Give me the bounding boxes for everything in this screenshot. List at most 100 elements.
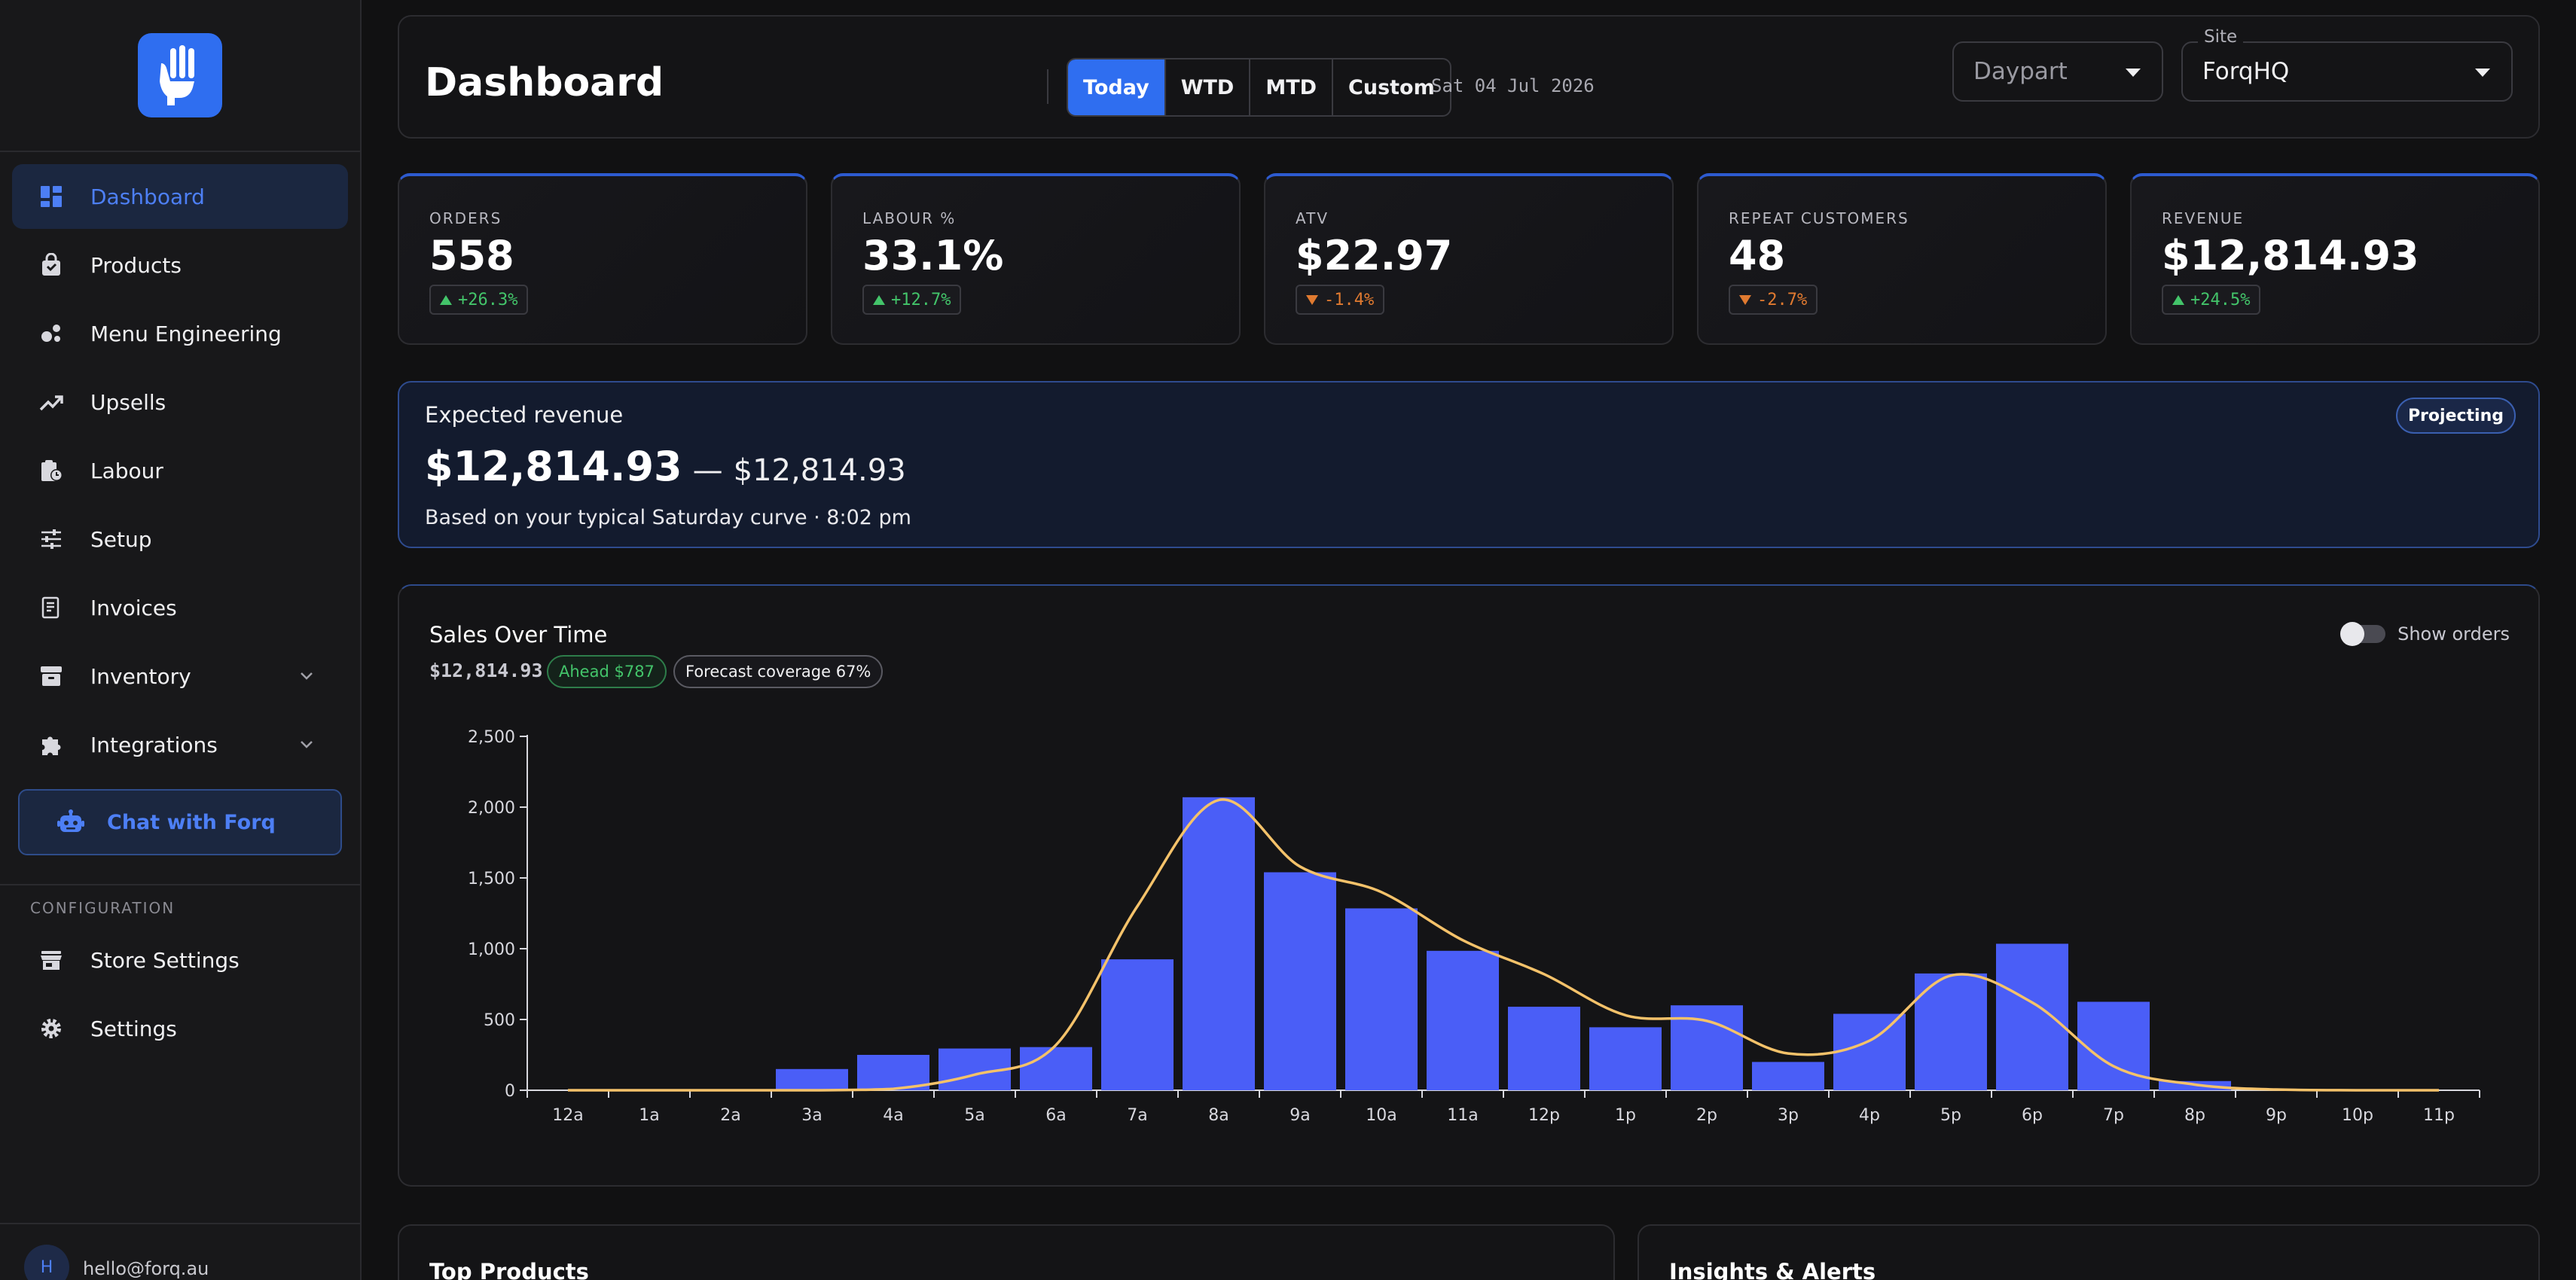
kpi-card-labour: LABOUR % 33.1% +12.7% — [831, 173, 1241, 345]
kpi-card-atv: ATV $22.97 -1.4% — [1264, 173, 1674, 345]
user-email: hello@forq.au — [83, 1258, 209, 1279]
range-custom-button[interactable]: Custom — [1348, 75, 1435, 99]
x-tick-label: 4a — [883, 1106, 903, 1125]
sidebar-item-upsells[interactable]: Upsells — [12, 370, 348, 434]
show-orders-toggle[interactable]: Show orders — [2340, 622, 2510, 646]
sidebar-item-label: Labour — [90, 458, 163, 483]
kpi-change-value: -1.4% — [1324, 290, 1375, 309]
store-icon — [38, 946, 65, 974]
sidebar-item-label: Store Settings — [90, 947, 240, 973]
user-footer[interactable]: H hello@forq.au — [0, 1223, 360, 1280]
page-title: Dashboard — [425, 60, 664, 105]
x-tick-label: 10p — [2342, 1106, 2373, 1125]
kpi-label: ORDERS — [429, 209, 502, 227]
x-tick-label: 12p — [1528, 1106, 1560, 1125]
x-tick-label: 12a — [552, 1106, 583, 1125]
x-tick-label: 11a — [1447, 1106, 1478, 1125]
archive-icon — [38, 663, 65, 690]
kpi-value: $12,814.93 — [2162, 232, 2419, 279]
kpi-change-value: +26.3% — [458, 290, 518, 309]
bar-3a — [776, 1068, 848, 1090]
sidebar-item-label: Dashboard — [90, 184, 205, 209]
sidebar-item-inventory[interactable]: Inventory — [12, 644, 348, 709]
x-tick-label: 1p — [1615, 1106, 1636, 1125]
bar-1p — [1589, 1027, 1662, 1090]
kpi-card-orders: ORDERS 558 +26.3% — [398, 173, 807, 345]
main-nav: Dashboard Products Menu Engineering Upse… — [0, 152, 360, 777]
projecting-badge: Projecting — [2395, 398, 2516, 434]
y-tick-label: 1,000 — [468, 940, 515, 959]
kpi-label: ATV — [1296, 209, 1329, 227]
bar-6a — [1020, 1047, 1092, 1090]
site-value: ForqHQ — [2202, 58, 2290, 85]
sidebar-item-products[interactable]: Products — [12, 233, 348, 297]
dropdown-caret-icon — [2475, 69, 2490, 77]
sales-over-time-card: Sales Over Time $12,814.93 Ahead $787 Fo… — [398, 584, 2540, 1187]
sidebar-divider — [0, 884, 360, 885]
kpi-card-repeat-customers: REPEAT CUSTOMERS 48 -2.7% — [1697, 173, 2107, 345]
bar-10a — [1345, 908, 1418, 1090]
range-mtd-button[interactable]: MTD — [1250, 59, 1334, 115]
bar-7a — [1101, 959, 1174, 1090]
arrow-down-icon — [1306, 294, 1318, 305]
range-dash: — — [692, 453, 723, 488]
current-date: Sat 04 Jul 2026 — [1431, 75, 1595, 96]
sidebar-item-settings[interactable]: Settings — [12, 996, 348, 1061]
bar-3p — [1752, 1062, 1824, 1090]
sidebar-item-integrations[interactable]: Integrations — [12, 712, 348, 777]
chevron-down-icon[interactable] — [295, 665, 318, 687]
y-tick-label: 1,500 — [468, 870, 515, 888]
config-section-title: CONFIGURATION — [30, 899, 175, 917]
sidebar-item-invoices[interactable]: Invoices — [12, 575, 348, 640]
sidebar: Dashboard Products Menu Engineering Upse… — [0, 0, 362, 1280]
kpi-label: REPEAT CUSTOMERS — [1729, 209, 1909, 227]
chat-with-forq-button[interactable]: Chat with Forq — [18, 789, 342, 855]
x-tick-label: 7p — [2103, 1106, 2124, 1125]
sidebar-item-store-settings[interactable]: Store Settings — [12, 928, 348, 992]
top-products-title: Top Products — [429, 1259, 589, 1280]
x-tick-label: 6a — [1045, 1106, 1066, 1125]
insights-alerts-card: Insights & Alerts — [1637, 1224, 2540, 1280]
range-wtd-button[interactable]: WTD — [1166, 59, 1251, 115]
ahead-badge: Ahead $787 — [547, 655, 667, 688]
arrow-down-icon — [1739, 294, 1751, 305]
x-tick-label: 9p — [2266, 1106, 2287, 1125]
expected-revenue-title: Expected revenue — [425, 402, 624, 428]
range-today-button[interactable]: Today — [1068, 59, 1166, 115]
kpi-card-revenue: REVENUE $12,814.93 +24.5% — [2130, 173, 2540, 345]
sliders-icon — [38, 526, 65, 553]
sidebar-item-label: Integrations — [90, 732, 218, 757]
x-tick-label: 7a — [1127, 1106, 1147, 1125]
toggle-knob[interactable] — [2340, 622, 2365, 646]
config-nav: Store Settings Settings — [0, 928, 360, 1061]
dashboard-icon — [38, 183, 65, 210]
logo-area — [0, 0, 360, 152]
sidebar-item-dashboard[interactable]: Dashboard — [12, 164, 348, 229]
date-range-tabs: Today WTD MTD Custom — [1067, 58, 1451, 117]
avatar[interactable]: H — [24, 1245, 69, 1280]
expected-revenue-low: $12,814.93 — [425, 443, 682, 490]
sidebar-item-label: Setup — [90, 526, 152, 552]
forq-logo[interactable] — [138, 33, 222, 117]
chevron-down-icon[interactable] — [295, 733, 318, 756]
kpi-change-badge: +24.5% — [2162, 285, 2261, 315]
sidebar-item-labour[interactable]: Labour — [12, 438, 348, 503]
daypart-select[interactable]: Daypart — [1952, 41, 2163, 102]
kpi-change-badge: -1.4% — [1296, 285, 1385, 315]
x-tick-label: 10a — [1366, 1106, 1396, 1125]
toggle-track[interactable] — [2340, 622, 2386, 646]
site-select[interactable]: ForqHQ — [2181, 41, 2513, 102]
sidebar-item-menu-engineering[interactable]: Menu Engineering — [12, 301, 348, 366]
x-tick-label: 6p — [2022, 1106, 2043, 1125]
x-tick-label: 2p — [1696, 1106, 1717, 1125]
x-tick-label: 2a — [720, 1106, 740, 1125]
sidebar-item-label: Upsells — [90, 389, 166, 415]
x-tick-label: 4p — [1859, 1106, 1880, 1125]
expected-revenue-card: Expected revenue $12,814.93 — $12,814.93… — [398, 381, 2540, 548]
arrow-up-icon — [2172, 294, 2184, 305]
x-tick-label: 9a — [1290, 1106, 1310, 1125]
expected-revenue-note: Based on your typical Saturday curve · 8… — [425, 506, 911, 529]
forecast-line — [568, 798, 2439, 1092]
sidebar-item-setup[interactable]: Setup — [12, 507, 348, 571]
x-tick-label: 3p — [1778, 1106, 1799, 1125]
